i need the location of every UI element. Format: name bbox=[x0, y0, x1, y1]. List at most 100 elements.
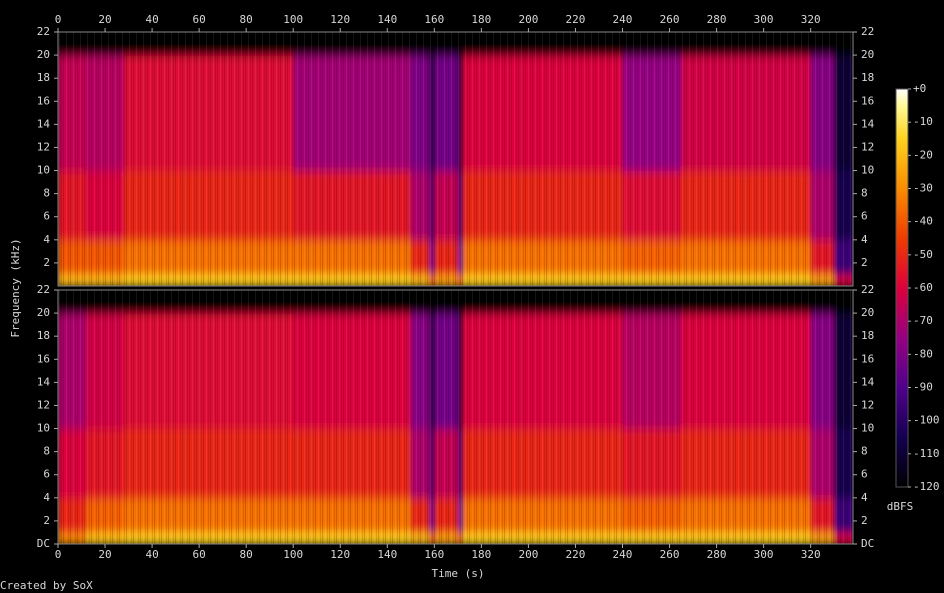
spectrogram bbox=[58, 32, 853, 286]
x-tick-label: 180 bbox=[471, 13, 491, 26]
x-tick-label: 200 bbox=[518, 13, 538, 26]
y-tick-label: 12 bbox=[37, 398, 50, 411]
colorbar-tick-label: -30 bbox=[913, 182, 933, 195]
y-tick-label: 22 bbox=[37, 283, 50, 296]
y-tick-label: 22 bbox=[861, 25, 874, 38]
x-tick-label: 280 bbox=[707, 13, 727, 26]
y-axis-title: Frequency (kHz) bbox=[9, 238, 22, 337]
colorbar-tick-label: -90 bbox=[913, 381, 933, 394]
y-tick-label: 4 bbox=[861, 233, 868, 246]
x-axis-title: Time (s) bbox=[432, 567, 485, 580]
x-tick-label: 0 bbox=[55, 13, 62, 26]
x-tick-label: 80 bbox=[240, 548, 253, 561]
x-tick-label: 140 bbox=[377, 548, 397, 561]
texture bbox=[58, 290, 853, 544]
y-tick-label: 12 bbox=[861, 140, 874, 153]
y-tick-label: 6 bbox=[43, 468, 50, 481]
y-tick-label: 22 bbox=[861, 283, 874, 296]
y-tick-label: DC bbox=[861, 537, 874, 550]
y-tick-label: 18 bbox=[37, 329, 50, 342]
colorbar-tick-label: -20 bbox=[913, 148, 933, 161]
colorbar-title: dBFS bbox=[887, 500, 914, 513]
x-tick-label: 320 bbox=[801, 548, 821, 561]
y-tick-label: 10 bbox=[37, 422, 50, 435]
colorbar-tick-label: -110 bbox=[913, 447, 940, 460]
x-tick-label: 120 bbox=[330, 548, 350, 561]
y-tick-label: 4 bbox=[861, 491, 868, 504]
colorbar-tick-label: -120 bbox=[913, 480, 940, 493]
x-tick-label: 240 bbox=[613, 548, 633, 561]
x-tick-label: 40 bbox=[145, 548, 158, 561]
y-tick-label: 20 bbox=[37, 48, 50, 61]
x-tick-label: 300 bbox=[754, 548, 774, 561]
x-tick-label: 320 bbox=[801, 13, 821, 26]
y-tick-label: 16 bbox=[37, 352, 50, 365]
y-tick-label: 12 bbox=[861, 398, 874, 411]
y-tick-label: 18 bbox=[37, 71, 50, 84]
x-tick-label: 40 bbox=[145, 13, 158, 26]
y-tick-label: 16 bbox=[861, 94, 874, 107]
y-tick-label: 20 bbox=[861, 48, 874, 61]
y-tick-label: 6 bbox=[861, 210, 868, 223]
x-tick-label: 260 bbox=[660, 548, 680, 561]
x-tick-label: 100 bbox=[283, 548, 303, 561]
x-tick-label: 120 bbox=[330, 13, 350, 26]
x-tick-label: 60 bbox=[192, 13, 205, 26]
colorbar-tick-label: -80 bbox=[913, 347, 933, 360]
x-tick-label: 240 bbox=[613, 13, 633, 26]
colorbar bbox=[895, 88, 909, 488]
y-tick-label: 16 bbox=[861, 352, 874, 365]
y-tick-label: DC bbox=[37, 537, 50, 550]
credit: Created by SoX bbox=[0, 579, 93, 592]
y-tick-label: 22 bbox=[37, 25, 50, 38]
y-tick-label: 20 bbox=[37, 306, 50, 319]
y-tick-label: 8 bbox=[861, 187, 868, 200]
colorbar-tick-label: -60 bbox=[913, 281, 933, 294]
y-tick-label: 18 bbox=[861, 329, 874, 342]
x-tick-label: 100 bbox=[283, 13, 303, 26]
y-tick-label: 16 bbox=[37, 94, 50, 107]
y-tick-label: 10 bbox=[861, 422, 874, 435]
x-tick-label: 260 bbox=[660, 13, 680, 26]
y-tick-label: 14 bbox=[861, 117, 875, 130]
colorbar-tick-label: +0 bbox=[913, 82, 926, 95]
x-tick-label: 0 bbox=[55, 548, 62, 561]
y-tick-label: 14 bbox=[37, 117, 51, 130]
y-tick-label: 2 bbox=[43, 514, 50, 527]
x-tick-label: 220 bbox=[566, 548, 586, 561]
y-tick-label: 10 bbox=[861, 164, 874, 177]
x-tick-label: 220 bbox=[566, 13, 586, 26]
y-tick-label: 12 bbox=[37, 140, 50, 153]
x-tick-label: 20 bbox=[98, 548, 111, 561]
colorbar-tick-label: -50 bbox=[913, 248, 933, 261]
texture bbox=[58, 32, 853, 286]
x-tick-label: 20 bbox=[98, 13, 111, 26]
y-tick-label: 6 bbox=[43, 210, 50, 223]
y-tick-label: 10 bbox=[37, 164, 50, 177]
colorbar-tick-label: -100 bbox=[913, 414, 940, 427]
y-tick-label: 14 bbox=[37, 375, 51, 388]
colorbar-tick-label: -40 bbox=[913, 215, 933, 228]
y-tick-label: 18 bbox=[861, 71, 874, 84]
x-tick-label: 140 bbox=[377, 13, 397, 26]
y-tick-label: 4 bbox=[43, 491, 50, 504]
y-tick-label: 20 bbox=[861, 306, 874, 319]
x-tick-label: 160 bbox=[424, 13, 444, 26]
y-tick-label: 8 bbox=[861, 445, 868, 458]
y-tick-label: 8 bbox=[43, 187, 50, 200]
y-tick-label: 2 bbox=[861, 256, 868, 269]
x-tick-label: 60 bbox=[192, 548, 205, 561]
x-tick-label: 200 bbox=[518, 548, 538, 561]
x-tick-label: 160 bbox=[424, 548, 444, 561]
y-tick-label: 2 bbox=[43, 256, 50, 269]
colorbar-tick-label: -10 bbox=[913, 115, 933, 128]
x-tick-label: 280 bbox=[707, 548, 727, 561]
y-tick-label: 2 bbox=[861, 514, 868, 527]
y-tick-label: 6 bbox=[861, 468, 868, 481]
x-tick-label: 180 bbox=[471, 548, 491, 561]
x-tick-label: 300 bbox=[754, 13, 774, 26]
spectrogram bbox=[58, 290, 853, 544]
colorbar-tick-label: -70 bbox=[913, 314, 933, 327]
